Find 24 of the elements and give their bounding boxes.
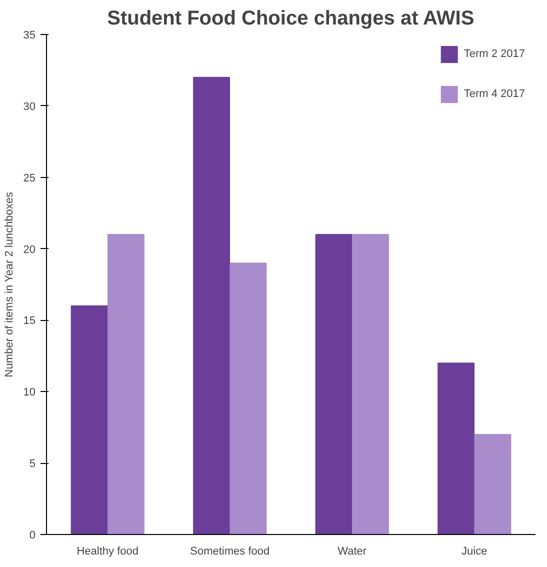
x-tick-label: Juice: [462, 546, 488, 558]
bar: [438, 362, 475, 534]
bar: [352, 234, 389, 534]
chart-title: Student Food Choice changes at AWIS: [107, 8, 474, 30]
bar: [474, 434, 512, 534]
y-tick-label: 30: [23, 100, 36, 113]
y-axis-title: Number of items in Year 2 lunchboxes: [3, 191, 16, 378]
bar: [193, 76, 230, 534]
x-tick-label: Healthy food: [76, 546, 139, 558]
bar: [230, 262, 267, 534]
x-tick-label: Sometimes food: [190, 546, 270, 558]
bar: [107, 234, 144, 534]
legend-label: Term 2 2017: [464, 48, 525, 60]
x-tick-label: Water: [338, 546, 367, 558]
y-tick-label: 20: [23, 244, 36, 256]
y-tick-label: 15: [23, 315, 36, 328]
legend-label: Term 4 2017: [464, 88, 525, 100]
y-tick-label: 10: [23, 386, 36, 399]
y-tick-label: 0: [29, 530, 36, 542]
bar: [70, 305, 108, 534]
y-tick-label: 25: [23, 172, 36, 184]
y-tick-label: 35: [23, 30, 36, 42]
bar: [315, 234, 352, 534]
y-tick-label: 5: [29, 458, 36, 470]
